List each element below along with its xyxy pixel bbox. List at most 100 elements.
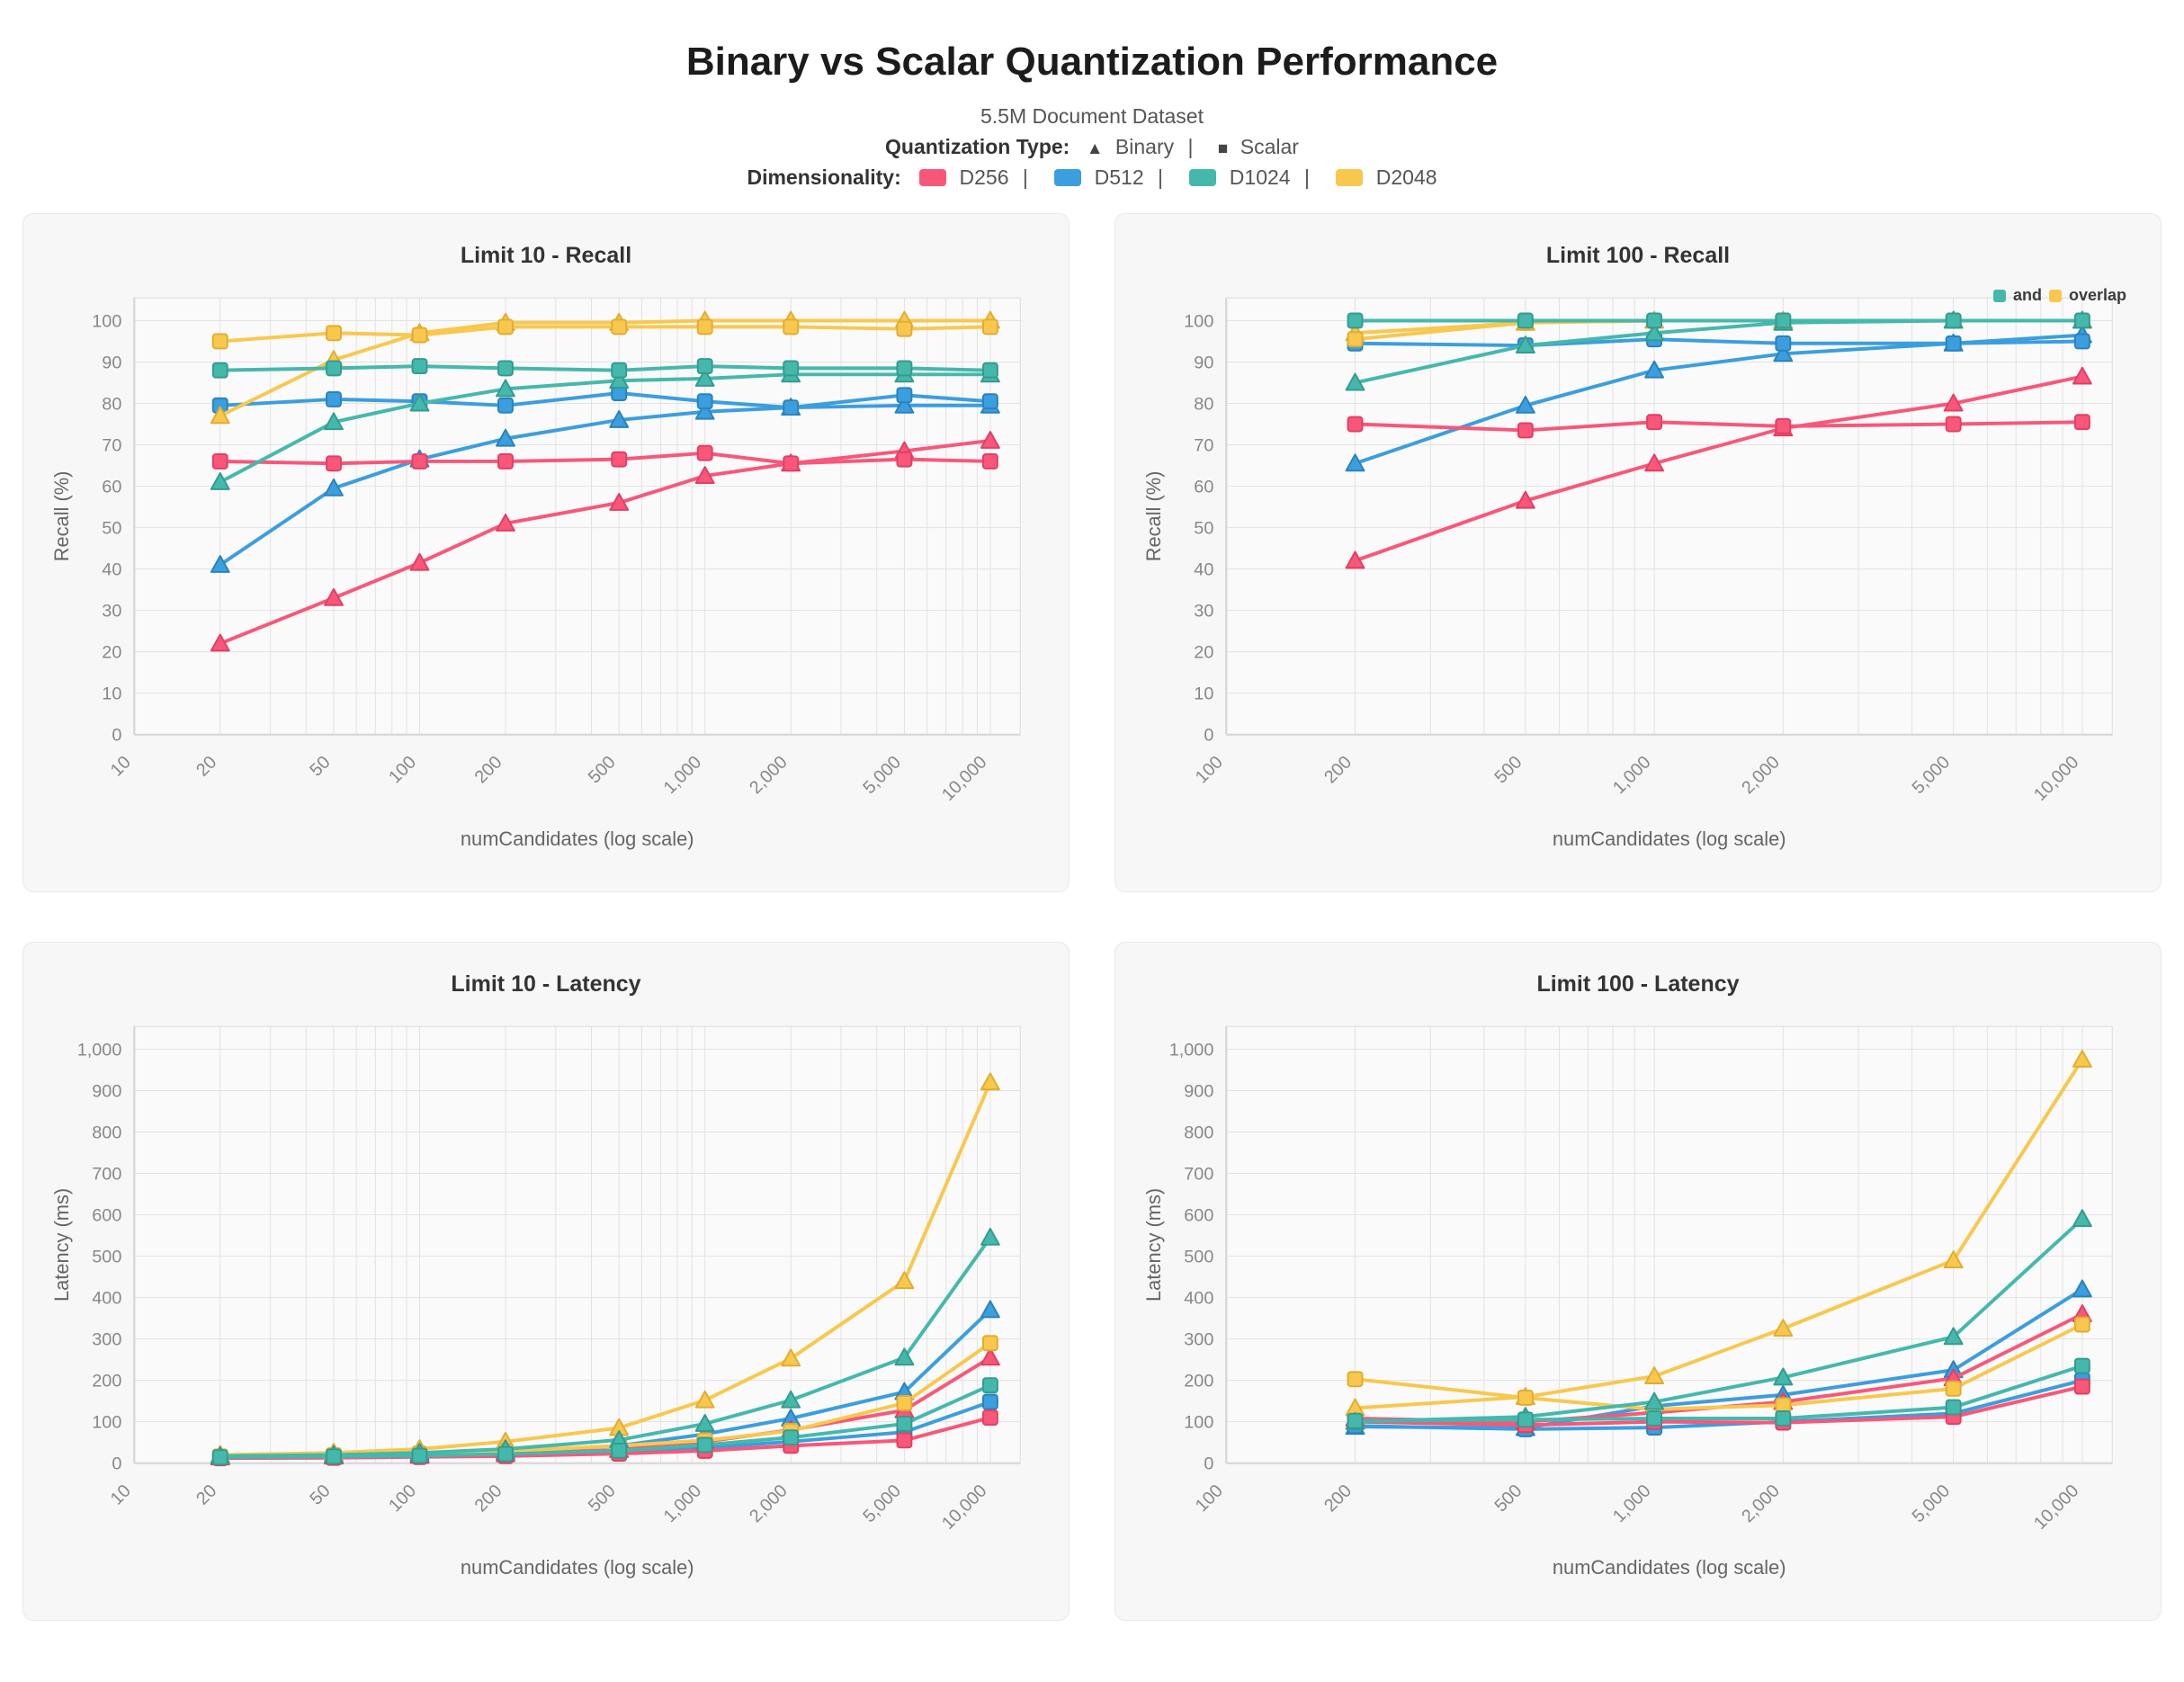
page-header: Binary vs Scalar Quantization Performanc…: [0, 40, 2184, 190]
svg-text:10,000: 10,000: [938, 1481, 990, 1533]
svg-text:80: 80: [102, 394, 121, 414]
binary-triangle-icon: ▲: [1086, 139, 1104, 158]
legend-separator: |: [1303, 166, 1310, 189]
chart-title-limit100-latency: Limit 100 - Latency: [1536, 971, 1740, 997]
svg-text:50: 50: [306, 1481, 334, 1508]
svg-text:60: 60: [1194, 478, 1213, 497]
limit10-recall-plot: 0 10 20 30 40 50 60 70 80 90 100 10 20 50 100 200 500 1,0…: [50, 297, 1021, 850]
svg-text:800: 800: [1184, 1123, 1213, 1142]
svg-text:10: 10: [1194, 684, 1213, 704]
charts-grid: Limit 10 - Recall 0 10 20 30 40 50 60 70 80 90 100…: [22, 213, 2162, 1621]
d512-label: D512: [1094, 166, 1144, 189]
svg-text:20: 20: [1194, 643, 1213, 663]
svg-text:400: 400: [1184, 1289, 1213, 1309]
svg-text:2,000: 2,000: [1738, 1481, 1784, 1526]
svg-text:60: 60: [102, 478, 121, 497]
svg-text:1,000: 1,000: [660, 1481, 706, 1526]
overlap-note-yellow-swatch: [2048, 289, 2062, 302]
svg-text:200: 200: [1184, 1372, 1213, 1391]
overlap-note: and overlap: [1992, 286, 2126, 305]
svg-text:40: 40: [102, 560, 121, 580]
svg-text:10: 10: [107, 752, 135, 780]
svg-text:1,000: 1,000: [1609, 1481, 1655, 1526]
svg-text:1,000: 1,000: [1169, 1040, 1214, 1060]
svg-text:20: 20: [192, 1481, 220, 1508]
svg-text:20: 20: [102, 643, 121, 663]
svg-text:Recall (%): Recall (%): [1142, 471, 1165, 562]
svg-text:Recall (%): Recall (%): [50, 471, 73, 562]
svg-text:50: 50: [1194, 519, 1213, 539]
svg-text:500: 500: [1490, 752, 1526, 787]
d256-label: D256: [959, 166, 1009, 189]
svg-text:numCandidates (log scale): numCandidates (log scale): [461, 828, 694, 850]
svg-text:200: 200: [1320, 1481, 1356, 1516]
svg-text:0: 0: [112, 726, 121, 746]
d2048-swatch: [1336, 169, 1364, 186]
svg-text:500: 500: [92, 1248, 121, 1267]
svg-text:10,000: 10,000: [938, 752, 990, 804]
chart-title-limit10-recall: Limit 10 - Recall: [460, 243, 632, 268]
svg-text:Latency (ms): Latency (ms): [50, 1188, 73, 1302]
svg-text:400: 400: [92, 1289, 121, 1309]
svg-text:5,000: 5,000: [859, 752, 905, 798]
svg-text:10: 10: [107, 1481, 135, 1508]
svg-text:600: 600: [92, 1206, 121, 1226]
svg-text:800: 800: [92, 1123, 121, 1142]
svg-text:0: 0: [112, 1454, 121, 1474]
d256-swatch: [919, 169, 947, 186]
page-title: Binary vs Scalar Quantization Performanc…: [685, 40, 1499, 84]
svg-text:numCandidates (log scale): numCandidates (log scale): [1553, 1556, 1786, 1579]
svg-text:700: 700: [92, 1164, 121, 1184]
svg-text:200: 200: [92, 1372, 121, 1391]
svg-text:300: 300: [92, 1330, 121, 1350]
svg-text:100: 100: [385, 1481, 420, 1516]
binary-label: Binary: [1114, 135, 1175, 158]
svg-text:100: 100: [92, 1413, 121, 1433]
svg-text:200: 200: [471, 752, 506, 787]
svg-text:500: 500: [1490, 1481, 1526, 1516]
svg-text:1,000: 1,000: [1609, 752, 1655, 798]
svg-text:100: 100: [1184, 311, 1213, 331]
overlap-note-teal-swatch: [1992, 289, 2006, 302]
svg-text:2,000: 2,000: [1738, 752, 1784, 798]
svg-text:30: 30: [102, 602, 121, 622]
dataset-subtitle: 5.5M Document Dataset: [980, 104, 1204, 128]
svg-text:10,000: 10,000: [2030, 1481, 2082, 1533]
svg-text:100: 100: [1184, 1413, 1213, 1433]
svg-text:1,000: 1,000: [660, 752, 706, 798]
svg-text:5,000: 5,000: [859, 1481, 905, 1526]
quantization-type-legend: Quantization Type: ▲ Binary | ■ Scalar: [0, 135, 2184, 159]
d512-swatch: [1054, 169, 1082, 186]
svg-text:50: 50: [306, 752, 334, 780]
svg-text:0: 0: [1204, 726, 1213, 746]
svg-text:numCandidates (log scale): numCandidates (log scale): [461, 1556, 694, 1579]
overlap-note-overlap-text: overlap: [2068, 286, 2126, 304]
limit100-recall-plot: 0 10 20 30 40 50 60 70 80 90 100 100 200 500 1,000 2,00…: [1142, 297, 2113, 850]
svg-text:90: 90: [1194, 353, 1213, 372]
svg-text:200: 200: [1320, 752, 1356, 787]
svg-text:100: 100: [1192, 1481, 1227, 1516]
svg-text:numCandidates (log scale): numCandidates (log scale): [1553, 828, 1786, 850]
svg-text:600: 600: [1184, 1206, 1213, 1226]
svg-text:90: 90: [102, 353, 121, 372]
legend-separator: |: [1022, 166, 1028, 189]
svg-text:500: 500: [585, 1481, 620, 1516]
d1024-label: D1024: [1229, 166, 1291, 189]
svg-text:100: 100: [92, 311, 121, 331]
panel-limit100-recall: Limit 100 - Recall and overlap 0 10 20 30 40…: [1114, 213, 2162, 892]
quantization-type-label: Quantization Type:: [885, 135, 1070, 158]
svg-text:1,000: 1,000: [77, 1040, 122, 1060]
svg-text:10,000: 10,000: [2030, 752, 2082, 804]
svg-text:200: 200: [471, 1481, 506, 1516]
d2048-label: D2048: [1375, 166, 1437, 189]
d1024-swatch: [1189, 169, 1217, 186]
svg-text:5,000: 5,000: [1909, 1481, 1955, 1526]
svg-text:300: 300: [1184, 1330, 1213, 1350]
dimensionality-label: Dimensionality:: [747, 166, 901, 189]
scalar-label: Scalar: [1240, 135, 1299, 158]
svg-text:Latency (ms): Latency (ms): [1142, 1188, 1165, 1302]
svg-text:70: 70: [1194, 435, 1213, 455]
svg-text:900: 900: [92, 1081, 121, 1101]
svg-text:500: 500: [1184, 1248, 1213, 1267]
svg-text:10: 10: [102, 684, 121, 704]
